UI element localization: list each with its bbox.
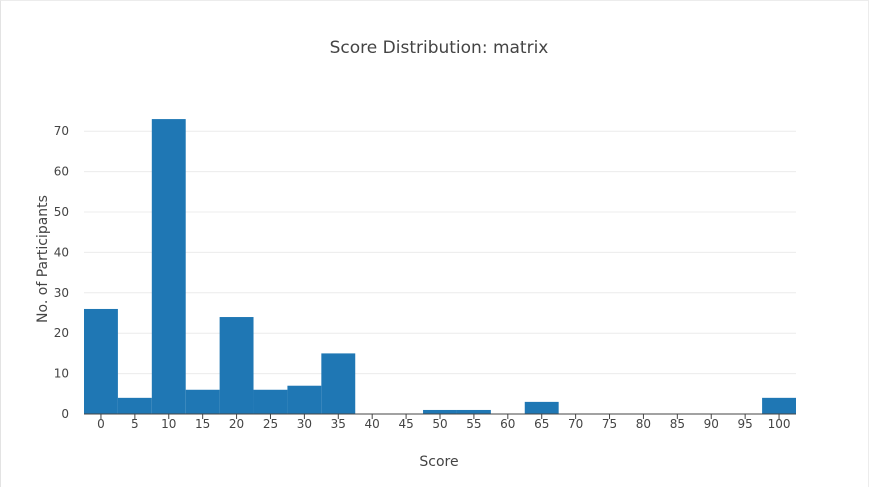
x-tick-label: 60 xyxy=(500,417,515,431)
y-tick-label: 20 xyxy=(54,326,69,340)
x-tick-label: 80 xyxy=(636,417,651,431)
histogram-bar xyxy=(456,409,491,414)
histogram-bar xyxy=(253,389,288,414)
x-tick-label: 100 xyxy=(768,417,791,431)
histogram-bar xyxy=(219,317,254,414)
y-tick-label: 70 xyxy=(54,124,69,138)
x-tick-label: 0 xyxy=(97,417,105,431)
histogram-bar xyxy=(151,119,186,414)
histogram-bar xyxy=(321,353,356,414)
x-axis-title: Score xyxy=(419,454,458,470)
y-tick-label: 40 xyxy=(54,245,69,259)
x-tick-label: 85 xyxy=(670,417,685,431)
x-tick-label: 20 xyxy=(229,417,244,431)
x-tick-label: 5 xyxy=(131,417,139,431)
y-tick-label: 30 xyxy=(54,286,69,300)
histogram-bar xyxy=(185,389,220,414)
x-tick-label: 45 xyxy=(398,417,413,431)
axes: 0 10 20 30 40 50 60 70 0 5 10 15 20 25 30 35 40 45 50 55 60 6… xyxy=(54,124,796,431)
x-tick-label: 35 xyxy=(331,417,346,431)
x-tick-label: 70 xyxy=(568,417,583,431)
y-tick-label: 60 xyxy=(54,165,69,179)
x-tick-label: 40 xyxy=(365,417,380,431)
x-tick-label: 75 xyxy=(602,417,617,431)
x-tick-label: 30 xyxy=(297,417,312,431)
x-tick-label: 10 xyxy=(161,417,176,431)
y-axis-title: No. of Participants xyxy=(35,195,51,323)
histogram-bar xyxy=(287,385,322,414)
y-tick-label: 0 xyxy=(61,407,69,421)
x-tick-label: 15 xyxy=(195,417,210,431)
x-tick-label: 25 xyxy=(263,417,278,431)
bars xyxy=(84,119,796,414)
gridlines xyxy=(84,130,796,375)
x-tick-label: 90 xyxy=(704,417,719,431)
x-tick-label: 95 xyxy=(738,417,753,431)
x-tick-label: 50 xyxy=(432,417,447,431)
histogram-bar xyxy=(117,397,152,414)
histogram-bar xyxy=(762,397,796,414)
x-tick-label: 55 xyxy=(466,417,481,431)
histogram-bar xyxy=(84,308,118,414)
histogram-bar xyxy=(524,401,559,414)
y-tick-label: 50 xyxy=(54,205,69,219)
chart-title: Score Distribution: matrix xyxy=(330,38,549,58)
x-tick-label: 65 xyxy=(534,417,549,431)
y-tick-label: 10 xyxy=(54,367,69,381)
histogram-bar xyxy=(423,409,457,414)
